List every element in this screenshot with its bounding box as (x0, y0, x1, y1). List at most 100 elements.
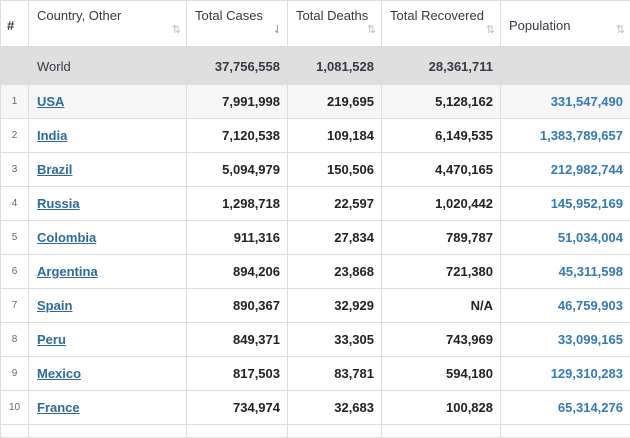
country-link[interactable]: Peru (37, 332, 66, 347)
total-deaths-cell: 27,834 (288, 221, 382, 255)
sort-icon[interactable]: ⇅ (616, 23, 623, 36)
sort-descending-icon[interactable]: ⇃ (273, 23, 280, 36)
column-header-total-deaths-label: Total Deaths (288, 1, 381, 24)
country-cell: India (29, 119, 187, 153)
country-cell: Brazil (29, 153, 187, 187)
column-header-total-recovered-label: Total Recovered (382, 1, 500, 24)
total-deaths-cell: 219,695 (288, 85, 382, 119)
sort-icon[interactable]: ⇅ (367, 23, 374, 36)
country-cell: USA (29, 85, 187, 119)
total-deaths-cell: 23,868 (288, 255, 382, 289)
country-cell: Mexico (29, 357, 187, 391)
country-link[interactable]: Spain (37, 298, 72, 313)
population-cell: 129,310,283 (501, 357, 630, 391)
country-cell: Argentina (29, 255, 187, 289)
population-cell: 33,099,165 (501, 323, 630, 357)
world-population (501, 48, 630, 85)
total-cases-cell: 890,367 (187, 289, 288, 323)
population-cell: 1,383,789,657 (501, 119, 630, 153)
world-country-cell: World (29, 48, 187, 85)
population-cell: 45,311,598 (501, 255, 630, 289)
country-cell: Russia (29, 187, 187, 221)
country-link[interactable]: Brazil (37, 162, 72, 177)
rank-cell: 5 (1, 221, 29, 255)
total-cases-cell: 894,206 (187, 255, 288, 289)
country-cell: Spain (29, 289, 187, 323)
sort-icon[interactable]: ⇅ (172, 23, 179, 36)
column-header-total-cases-label: Total Cases (187, 1, 287, 24)
world-rank-cell (1, 48, 29, 85)
total-cases-cell: 911,316 (187, 221, 288, 255)
total-recovered-cell: 594,180 (382, 357, 501, 391)
country-link[interactable]: USA (37, 94, 64, 109)
population-cell: 51,034,004 (501, 221, 630, 255)
total-recovered-cell: N/A (382, 289, 501, 323)
population-cell: 212,982,744 (501, 153, 630, 187)
total-deaths-cell: 109,184 (288, 119, 382, 153)
world-total-deaths: 1,081,528 (288, 48, 382, 85)
total-recovered-cell: 1,020,442 (382, 187, 501, 221)
world-total-row: World 37,756,558 1,081,528 28,361,711 (1, 48, 630, 85)
country-cell: France (29, 391, 187, 425)
column-header-total-cases[interactable]: Total Cases ⇃ (187, 1, 288, 48)
column-header-population-label: Population (501, 1, 630, 34)
total-cases-cell: 7,991,998 (187, 85, 288, 119)
rank-cell: 2 (1, 119, 29, 153)
rank-cell: 7 (1, 289, 29, 323)
rank-cell: 8 (1, 323, 29, 357)
country-link[interactable]: Russia (37, 196, 80, 211)
total-recovered-cell: 5,128,162 (382, 85, 501, 119)
world-total-cases: 37,756,558 (187, 48, 288, 85)
population-cell: 331,547,490 (501, 85, 630, 119)
total-recovered-cell: 100,828 (382, 391, 501, 425)
column-header-country[interactable]: Country, Other ⇅ (29, 1, 187, 48)
rank-cell: 3 (1, 153, 29, 187)
rank-cell: 1 (1, 85, 29, 119)
country-link[interactable]: Mexico (37, 366, 81, 381)
rank-cell: 4 (1, 187, 29, 221)
total-recovered-cell: 6,149,535 (382, 119, 501, 153)
column-header-rank[interactable]: # (1, 1, 29, 48)
column-header-total-deaths[interactable]: Total Deaths ⇅ (288, 1, 382, 48)
column-header-rank-label: # (1, 1, 28, 34)
total-cases-cell: 849,371 (187, 323, 288, 357)
country-link[interactable]: Colombia (37, 230, 96, 245)
total-cases-cell: 1,298,718 (187, 187, 288, 221)
total-deaths-cell: 32,929 (288, 289, 382, 323)
total-recovered-cell: 743,969 (382, 323, 501, 357)
total-cases-cell: 5,094,979 (187, 153, 288, 187)
total-deaths-cell: 32,683 (288, 391, 382, 425)
country-cell: Peru (29, 323, 187, 357)
rank-cell: 6 (1, 255, 29, 289)
total-deaths-cell: 83,781 (288, 357, 382, 391)
column-header-population[interactable]: Population ⇅ (501, 1, 630, 48)
column-header-total-recovered[interactable]: Total Recovered ⇅ (382, 1, 501, 48)
population-cell: 145,952,169 (501, 187, 630, 221)
country-cell: Colombia (29, 221, 187, 255)
table-row-partial (1, 425, 630, 438)
population-cell: 65,314,276 (501, 391, 630, 425)
country-link[interactable]: India (37, 128, 67, 143)
rank-cell: 9 (1, 357, 29, 391)
sort-icon[interactable]: ⇅ (486, 23, 493, 36)
rank-cell: 10 (1, 391, 29, 425)
world-total-recovered: 28,361,711 (382, 48, 501, 85)
total-deaths-cell: 33,305 (288, 323, 382, 357)
total-cases-cell: 7,120,538 (187, 119, 288, 153)
population-cell: 46,759,903 (501, 289, 630, 323)
country-link[interactable]: Argentina (37, 264, 98, 279)
country-link[interactable]: France (37, 400, 80, 415)
total-recovered-cell: 721,380 (382, 255, 501, 289)
total-cases-cell: 734,974 (187, 391, 288, 425)
total-deaths-cell: 150,506 (288, 153, 382, 187)
header-row: # Country, Other ⇅ Total Cases ⇃ Total D… (1, 1, 630, 48)
